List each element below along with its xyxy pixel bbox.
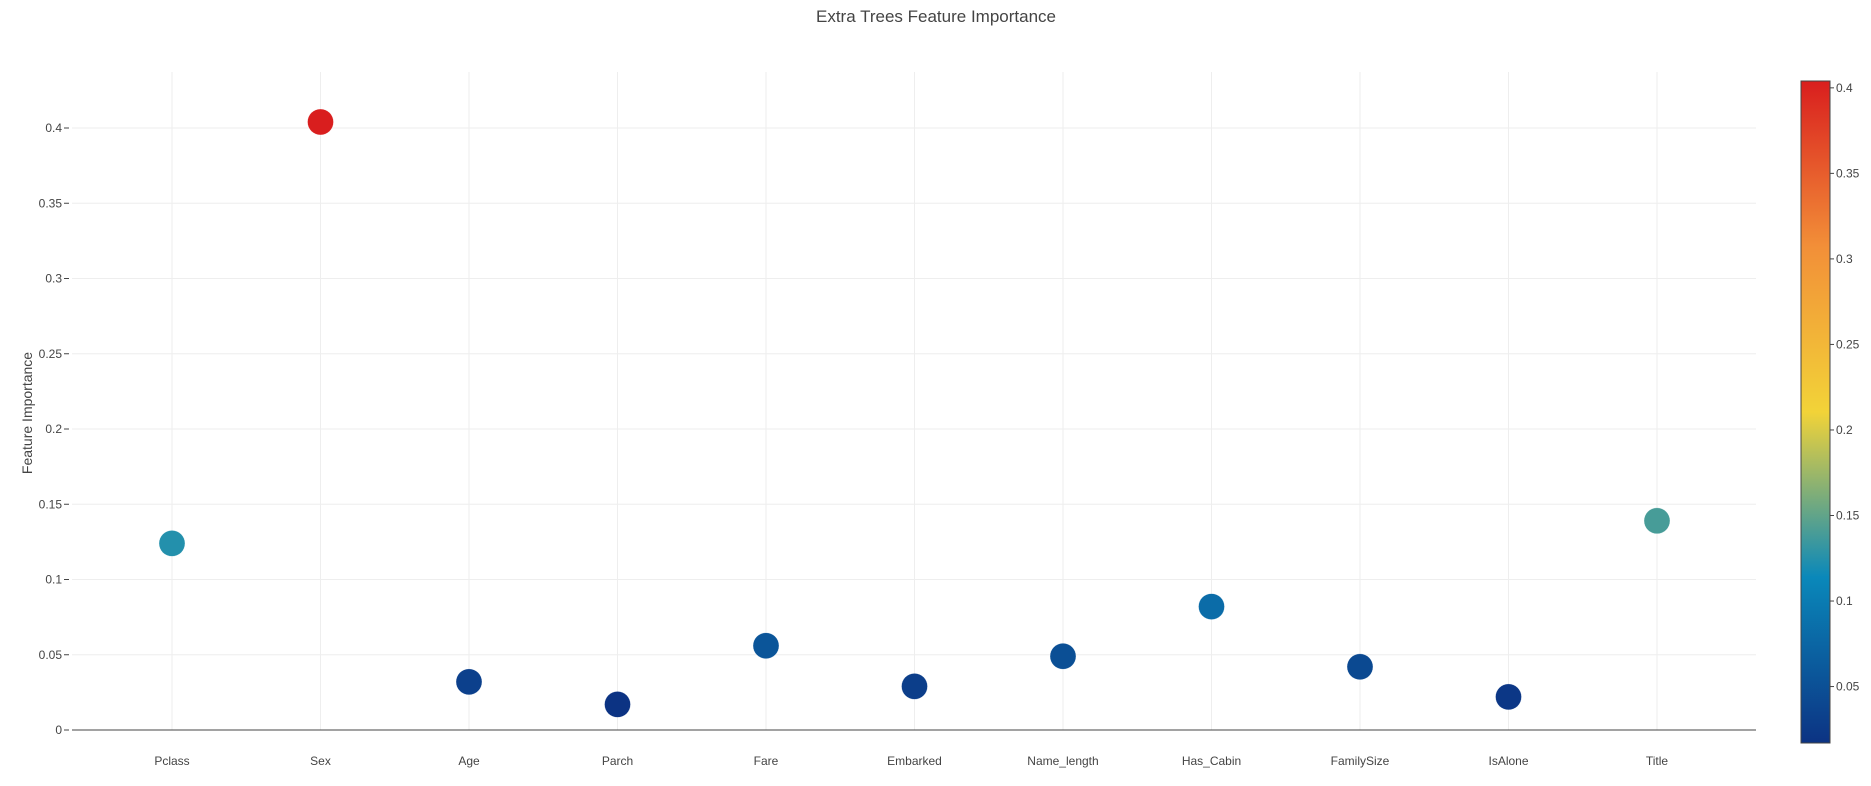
y-tick-label: 0.3 [45, 272, 62, 286]
y-tick-label: 0 [55, 723, 62, 737]
colorbar-tick-label: 0.25 [1836, 337, 1860, 351]
colorbar-tick-label: 0.35 [1836, 166, 1860, 180]
y-tick-label: 0.25 [39, 347, 63, 361]
y-axis-title: Feature Importance [19, 352, 35, 474]
x-tick-label: Title [1646, 754, 1669, 768]
y-tick-label: 0.2 [45, 422, 62, 436]
colorbar-tick-label: 0.15 [1836, 508, 1860, 522]
data-point-sex[interactable] [307, 108, 334, 136]
colorbar-tick-label: 0.3 [1836, 252, 1853, 266]
colorbar-tick-label: 0.4 [1836, 81, 1853, 95]
y-tick-label: 0.35 [39, 196, 63, 210]
y-tick-label: 0.1 [45, 573, 62, 587]
colorbar-gradient [1800, 80, 1831, 744]
colorbar-tick-label: 0.05 [1836, 680, 1860, 694]
colorbar-tick-label: 0.2 [1836, 423, 1853, 437]
colorbar-tick-label: 0.1 [1836, 594, 1853, 608]
x-axis: Pclass Sex Age Parch Fare Embarked Name_length… [154, 754, 1668, 768]
data-point-age[interactable] [455, 668, 483, 696]
data-point-title[interactable] [1643, 507, 1671, 535]
x-tick-label: FamilySize [1331, 754, 1390, 768]
data-point-familysize[interactable] [1346, 653, 1374, 681]
data-point-fare[interactable] [752, 632, 780, 659]
x-tick-label: Age [458, 754, 480, 768]
data-point-embarked[interactable] [901, 673, 928, 700]
data-point-has-cabin[interactable] [1198, 593, 1225, 620]
x-tick-label: Name_length [1027, 754, 1098, 768]
y-tick-label: 0.05 [39, 648, 63, 662]
colorbar: 0.05 0.1 0.15 0.2 0.25 0.3 0.35 0.4 [1800, 80, 1860, 744]
data-point-parch[interactable] [604, 691, 631, 718]
x-tick-label: IsAlone [1488, 754, 1528, 768]
x-tick-label: Parch [602, 754, 633, 768]
data-point-name-length[interactable] [1049, 643, 1077, 670]
chart-title: Extra Trees Feature Importance [816, 7, 1056, 26]
x-tick-label: Fare [754, 754, 779, 768]
y-tick-label: 0.15 [39, 497, 63, 511]
x-tick-label: Pclass [154, 754, 189, 768]
x-tick-label: Sex [310, 754, 331, 768]
data-point-isalone[interactable] [1495, 683, 1522, 711]
gridlines [72, 72, 1756, 731]
x-tick-label: Has_Cabin [1182, 754, 1241, 768]
y-tick-label: 0.4 [45, 121, 62, 135]
data-point-pclass[interactable] [158, 530, 186, 557]
x-tick-label: Embarked [887, 754, 942, 768]
data-points [158, 108, 1671, 718]
y-axis: 0 0.05 0.1 0.15 0.2 0.25 0.3 0.35 0.4 [39, 121, 69, 737]
